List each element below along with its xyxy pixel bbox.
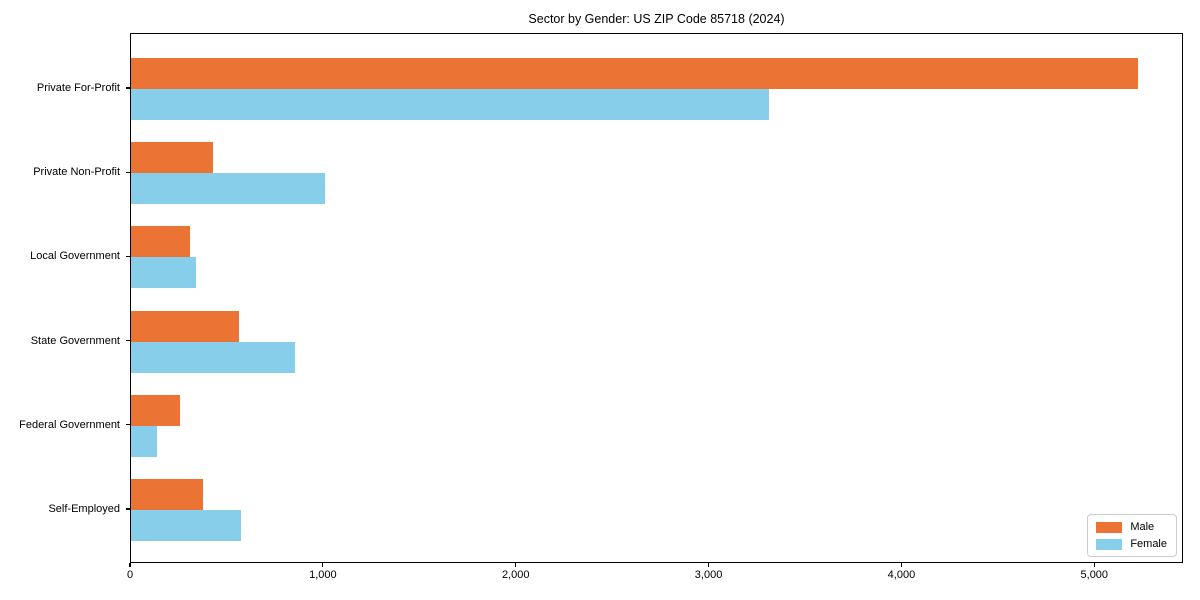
- xtick-mark: [707, 563, 710, 567]
- ytick-mark: [126, 87, 130, 89]
- ytick-label: State Government: [30, 334, 120, 347]
- xtick-mark: [515, 563, 517, 567]
- xtick-mark: [900, 563, 903, 567]
- legend-swatch-male: [1096, 521, 1123, 533]
- ytick-label: Private For-Profit: [36, 82, 120, 94]
- bar-male-state-government: [131, 310, 239, 342]
- bar-female-federal-government: [131, 425, 158, 457]
- bar-male-private-non-profit: [131, 142, 213, 174]
- ytick-mark: [126, 340, 130, 342]
- bar-male-self-employed: [131, 479, 204, 510]
- bar-male-local-government: [131, 226, 190, 258]
- xtick-label: 5,000: [1080, 569, 1109, 581]
- legend-item-male: Male: [1096, 521, 1167, 533]
- xtick-label: 2,000: [501, 569, 530, 581]
- xtick-mark: [322, 563, 324, 567]
- bar-female-local-government: [131, 257, 196, 289]
- bar-female-private-for-profit: [131, 89, 770, 120]
- bar-female-private-non-profit: [131, 173, 325, 205]
- ytick-label: Federal Government: [19, 418, 120, 431]
- xtick-label: 1,000: [309, 569, 337, 581]
- ytick-mark: [126, 508, 130, 510]
- ytick-label: Local Government: [30, 250, 120, 263]
- plot-area: Male Female: [130, 33, 1183, 563]
- legend-label: Female: [1130, 538, 1167, 550]
- legend: Male Female: [1087, 514, 1177, 557]
- legend-label: Male: [1130, 521, 1155, 533]
- ytick-label: Self-Employed: [48, 503, 120, 515]
- legend-swatch-female: [1096, 538, 1123, 550]
- bar-female-state-government: [131, 341, 295, 373]
- xtick-label: 3,000: [694, 569, 723, 581]
- xtick-label: 4,000: [887, 569, 916, 581]
- ytick-mark: [126, 255, 130, 257]
- bar-female-self-employed: [131, 510, 241, 541]
- ytick-mark: [126, 171, 130, 173]
- bar-male-private-for-profit: [131, 58, 1138, 89]
- chart-title: Sector by Gender: US ZIP Code 85718 (202…: [528, 12, 785, 26]
- xtick-label: 0: [126, 569, 134, 581]
- legend-item-female: Female: [1096, 538, 1167, 550]
- xtick-mark: [129, 563, 131, 567]
- ytick-label: Private Non-Profit: [33, 166, 120, 179]
- bar-male-federal-government: [131, 394, 181, 426]
- ytick-mark: [126, 424, 130, 426]
- xtick-mark: [1093, 563, 1095, 567]
